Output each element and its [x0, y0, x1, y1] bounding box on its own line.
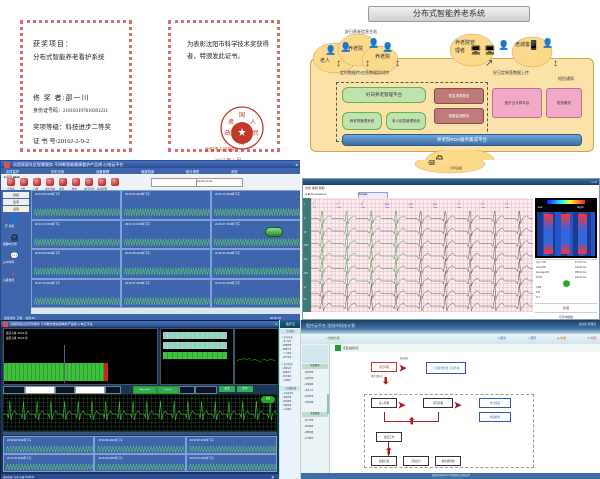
svg-text:人: 人 [250, 119, 256, 126]
svg-text:老人: 老人 [320, 57, 330, 64]
svg-text:养老院: 养老院 [375, 53, 390, 60]
svg-text:政: 政 [225, 129, 231, 137]
svg-text:府: 府 [239, 139, 245, 147]
svg-text:理者: 理者 [455, 48, 465, 54]
svg-text:hight: hight [577, 205, 584, 209]
svg-text:肃: 肃 [228, 118, 234, 126]
svg-text:国: 国 [239, 112, 245, 119]
svg-text:low: low [538, 205, 543, 209]
svg-text:民: 民 [253, 130, 259, 137]
